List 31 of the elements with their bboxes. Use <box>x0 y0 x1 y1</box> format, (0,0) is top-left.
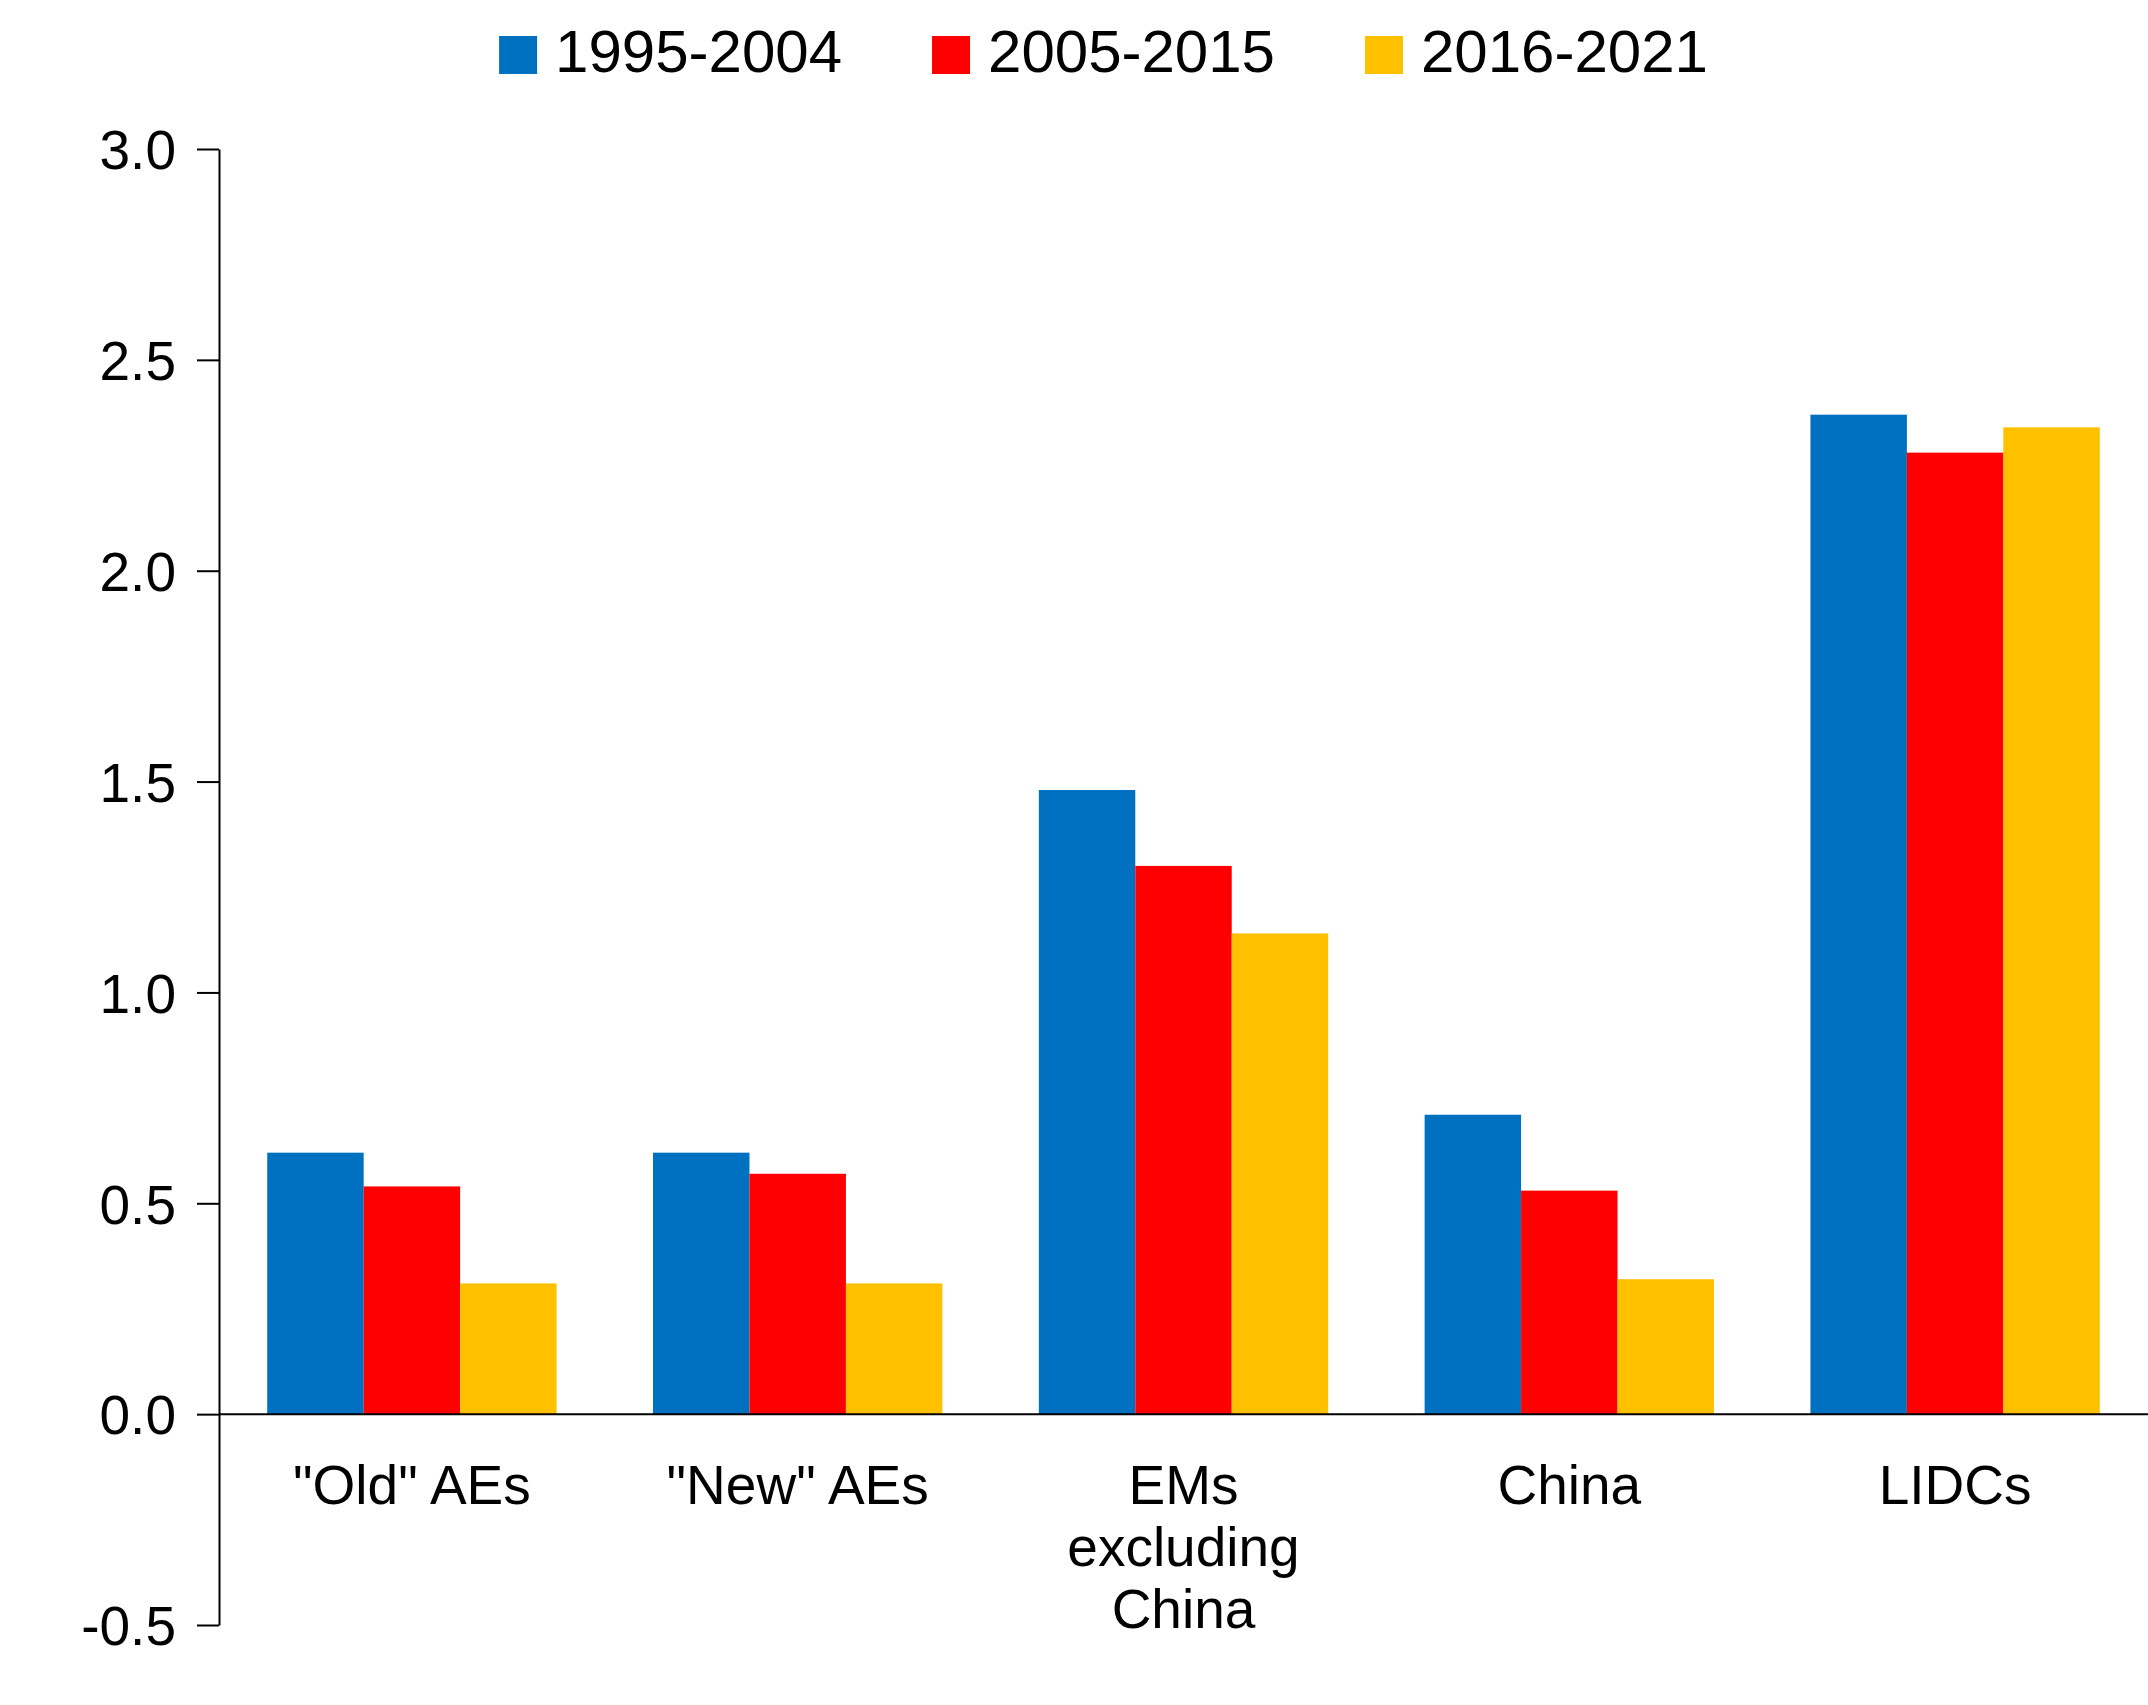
legend-label: 2005-2015 <box>988 18 1275 85</box>
bar <box>1810 414 1907 1415</box>
bar <box>2003 427 2100 1415</box>
y-tick-label: 2.0 <box>99 541 176 604</box>
bar <box>1617 1279 1714 1415</box>
y-tick-label: 0.5 <box>99 1173 176 1236</box>
bar <box>460 1283 557 1415</box>
bar <box>1906 452 2004 1415</box>
x-tick-label: "Old" AEs <box>293 1454 531 1517</box>
y-tick-label: 1.5 <box>99 751 176 814</box>
x-tick-label: "New" AEs <box>666 1454 929 1517</box>
bar <box>1424 1114 1522 1415</box>
x-tick-label: China <box>1497 1454 1642 1517</box>
bar <box>749 1173 846 1415</box>
bar <box>267 1152 364 1415</box>
y-tick-label: 0.0 <box>99 1384 176 1447</box>
bar <box>1038 790 1136 1415</box>
bar <box>1231 933 1329 1415</box>
x-tick-label: LIDCs <box>1878 1454 2032 1517</box>
bar <box>363 1186 461 1415</box>
legend-label: 2016-2021 <box>1420 18 1708 85</box>
bar <box>1135 865 1232 1415</box>
bar <box>845 1283 943 1415</box>
legend-label: 1995-2004 <box>555 18 843 85</box>
y-tick-label: 1.0 <box>99 962 176 1025</box>
x-tick-label: EMs excluding China <box>1067 1454 1300 1641</box>
y-tick-label: 3.0 <box>99 119 176 182</box>
y-tick-label: -0.5 <box>81 1595 176 1658</box>
bar <box>1521 1190 1618 1415</box>
y-tick-label: 2.5 <box>99 330 176 393</box>
bar <box>653 1152 750 1415</box>
